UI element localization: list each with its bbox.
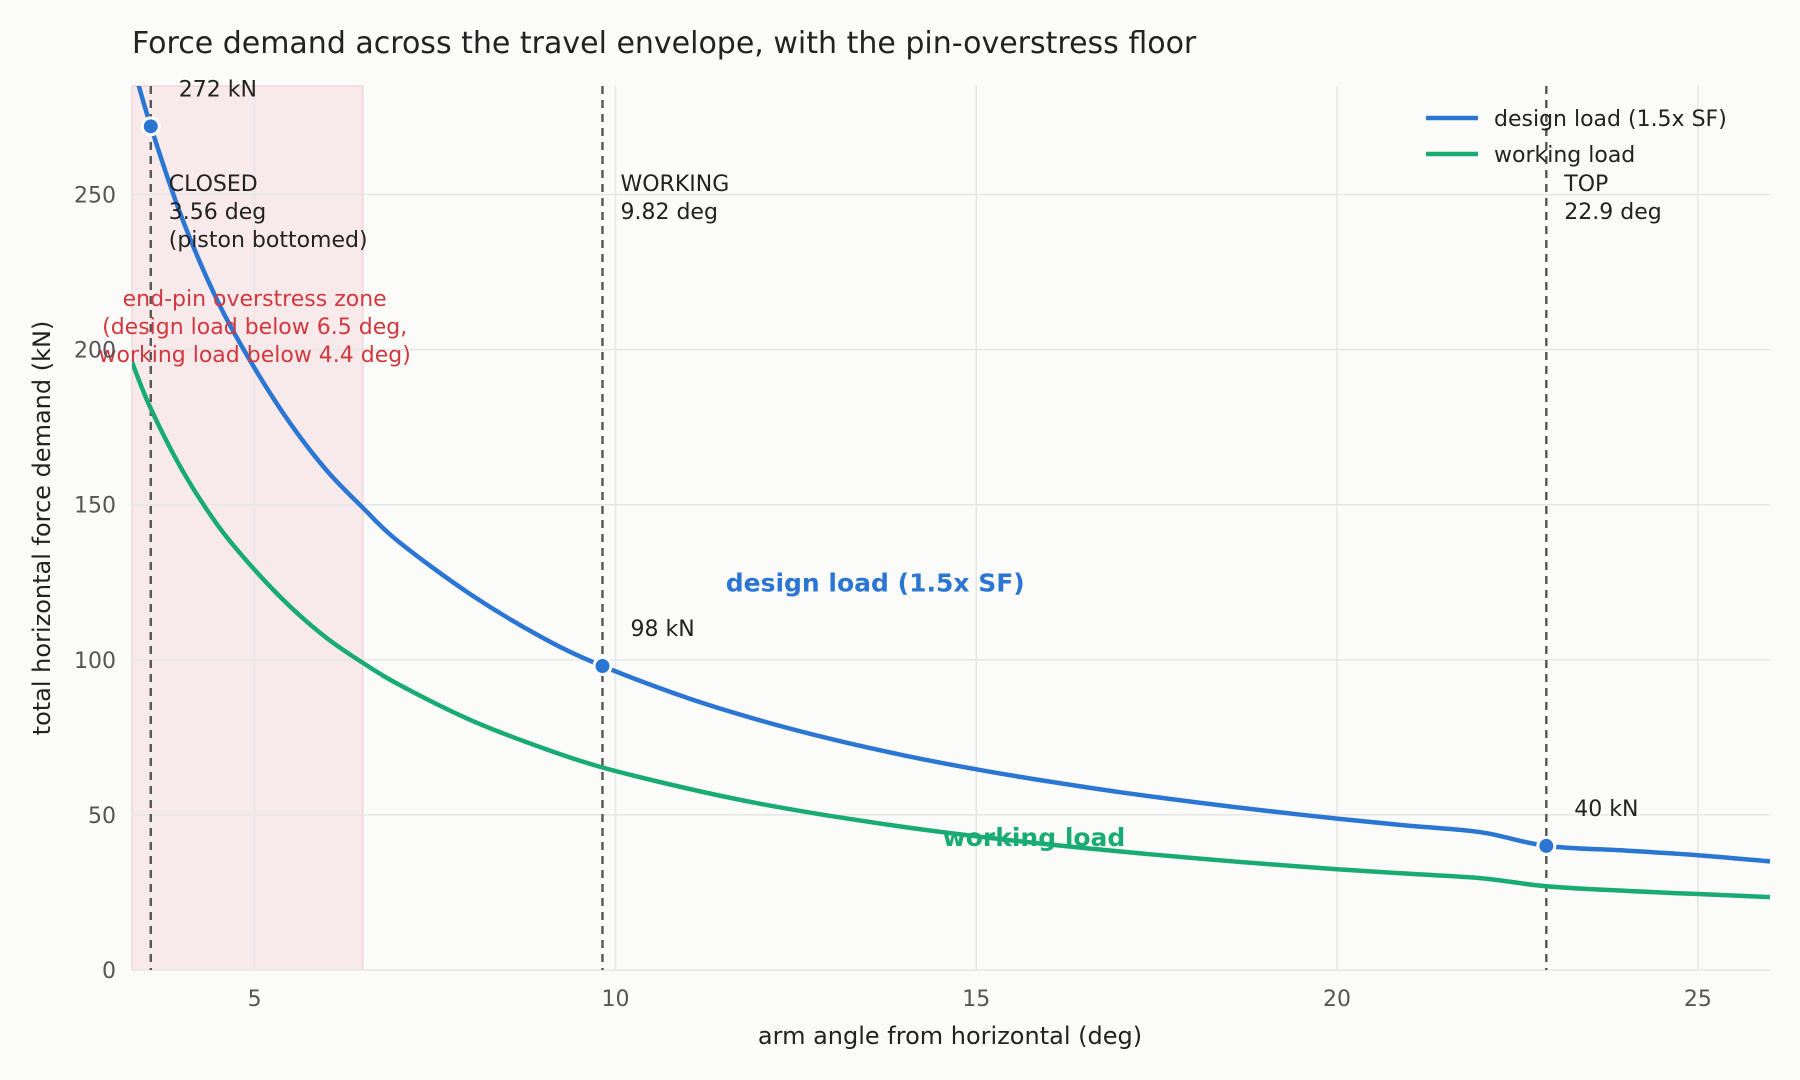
overstress-zone-label: (design load below 6.5 deg, — [102, 315, 407, 340]
position-lines-layer — [149, 86, 1548, 970]
x-tick-label: 10 — [601, 987, 629, 1012]
overstress-zone-band — [131, 85, 364, 971]
y-tick-label: 100 — [74, 649, 116, 674]
series-inline-label: design load (1.5x SF) — [726, 569, 1025, 598]
markers-layer — [140, 116, 1557, 856]
position-annotation: 22.9 deg — [1564, 200, 1661, 225]
legend-entry: working load — [1494, 143, 1635, 168]
series-line — [132, 361, 1770, 900]
y-tick-label: 150 — [74, 494, 116, 519]
overstress-zone-layer — [131, 85, 364, 971]
chart-title: Force demand across the travel envelope,… — [132, 26, 1197, 61]
x-tick-label: 15 — [962, 987, 990, 1012]
x-tick-label: 5 — [248, 987, 262, 1012]
legend-entry: design load (1.5x SF) — [1494, 107, 1727, 132]
position-annotation: TOP — [1563, 172, 1608, 197]
position-annotation: 9.82 deg — [620, 200, 717, 225]
y-tick-label: 250 — [74, 184, 116, 209]
position-annotation: WORKING — [620, 172, 729, 197]
grid-layer — [132, 86, 1770, 971]
x-tick-label: 25 — [1684, 987, 1712, 1012]
position-annotation: (piston bottomed) — [169, 228, 368, 253]
x-axis-label: arm angle from horizontal (deg) — [758, 1022, 1142, 1050]
marker-value-label: 40 kN — [1574, 797, 1638, 822]
series-inline-label: working load — [943, 823, 1126, 852]
marker-value-label: 98 kN — [630, 617, 694, 642]
y-tick-label: 50 — [88, 804, 116, 829]
y-tick-label: 0 — [102, 959, 116, 984]
y-axis-label: total horizontal force demand (kN) — [28, 321, 56, 736]
marker-value-label: 272 kN — [179, 77, 257, 102]
overstress-zone-label: working load below 4.4 deg) — [98, 343, 410, 368]
x-tick-label: 20 — [1323, 987, 1351, 1012]
annotation-layer: 272 kN 98 kN 40 kN CLOSED 3.56 deg (piston bo… — [98, 77, 1661, 852]
position-annotation: 3.56 deg — [169, 200, 266, 225]
series-layer — [132, 86, 1770, 900]
y-tick-label: 200 — [74, 339, 116, 364]
overstress-zone-label: end-pin overstress zone — [123, 287, 387, 312]
data-marker — [140, 116, 161, 137]
series-line — [136, 86, 1770, 864]
data-marker — [1536, 835, 1557, 856]
legend: design load (1.5x SF) working load — [1426, 107, 1727, 168]
position-annotation: CLOSED — [169, 172, 258, 197]
data-marker — [592, 656, 613, 677]
